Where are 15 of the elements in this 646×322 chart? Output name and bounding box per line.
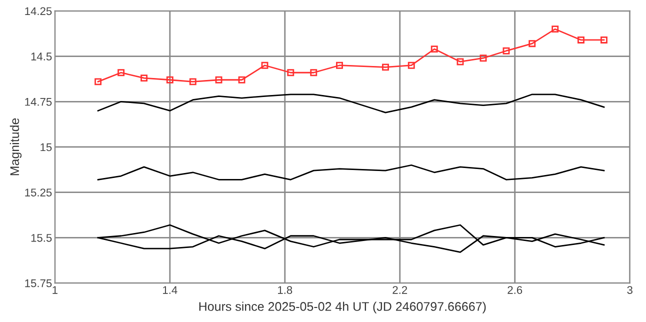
y-tick-label: 14.75 — [25, 98, 52, 106]
x-axis-title: Hours since 2025-05-02 4h UT (JD 2460797.66667) — [199, 302, 486, 314]
y-tick-label: 15.75 — [25, 279, 52, 288]
y-axis-title: Magnitude — [10, 118, 22, 176]
x-tick-label: 1.8 — [278, 286, 292, 294]
y-tick-label: 15.5 — [31, 234, 52, 242]
x-tick-label: 1.4 — [163, 286, 178, 294]
x-tick-label: 2.2 — [392, 286, 408, 294]
y-tick-label: 14.5 — [31, 52, 52, 60]
x-tick-label: 1 — [52, 286, 58, 294]
y-tick-label: 15 — [40, 143, 52, 152]
x-tick-label: 3 — [627, 286, 632, 294]
x-tick-label: 2.6 — [508, 286, 522, 294]
y-tick-label: 14.25 — [25, 7, 52, 16]
y-tick-label: 15.25 — [25, 188, 52, 196]
